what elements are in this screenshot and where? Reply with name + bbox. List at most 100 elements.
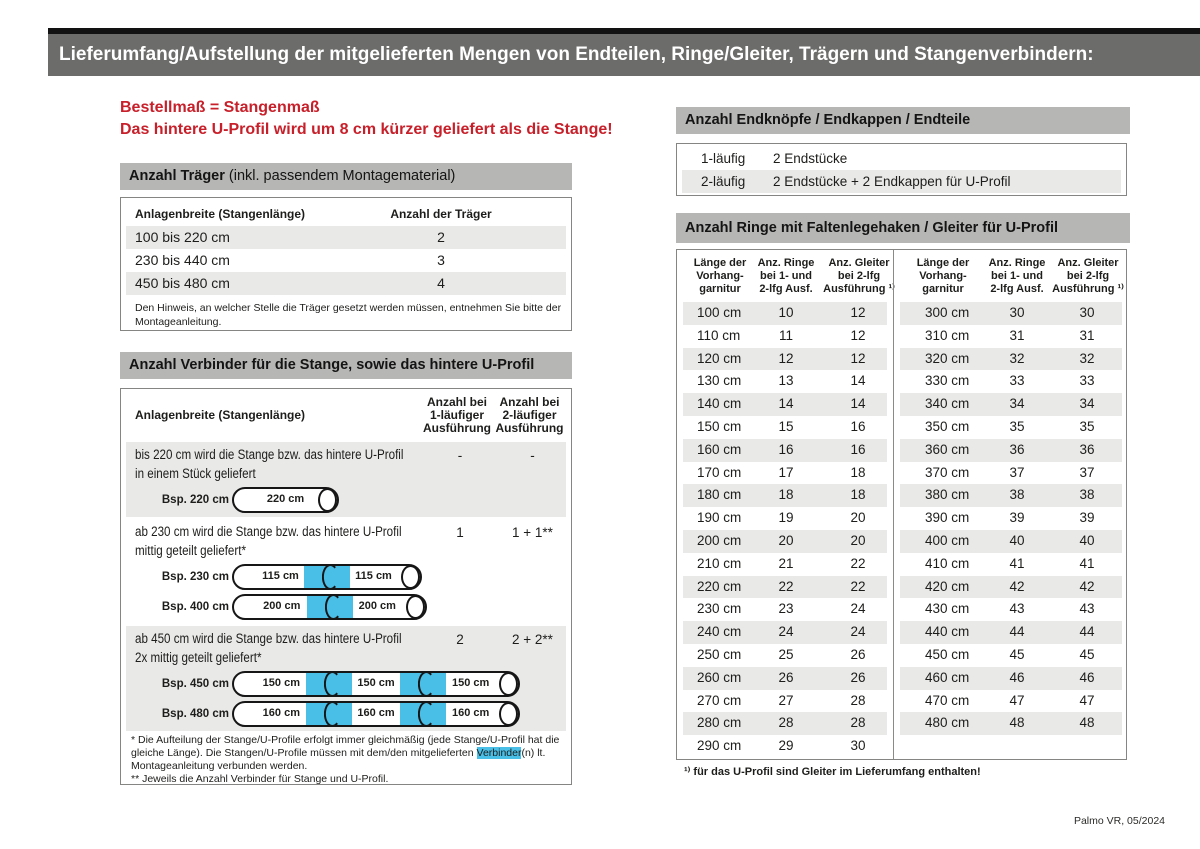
ringe-count: 32	[1009, 350, 1025, 366]
rod-segment-length: 200 cm	[358, 600, 396, 612]
ringe-count: 30	[1009, 305, 1025, 320]
gleiter-count: 26	[850, 669, 866, 685]
ringe-row: 280 cm 28 28	[683, 712, 887, 736]
ringe-col-header: Länge der Vorhang- garnitur	[916, 257, 970, 295]
garnitur-length: 220 cm	[697, 578, 742, 594]
verbinder-row-grid: ab 450 cm wird die Stange bzw. das hinte…	[126, 629, 566, 667]
ringe-count: 33	[1009, 373, 1025, 389]
gleiter-count: 20	[850, 510, 866, 526]
count-1laufig: 2	[456, 632, 464, 647]
rod-example-label: Bsp. 450 cm	[161, 678, 229, 690]
connector-arc	[323, 701, 341, 727]
traeger-table: Anlagenbreite (Stangenlänge) Anzahl der …	[120, 197, 572, 331]
ringe-row: 420 cm 42 42	[900, 575, 1122, 599]
garnitur-length: 180 cm	[697, 487, 742, 503]
verbinder-description: ab 450 cm wird die Stange bzw. das hinte…	[135, 631, 402, 665]
gleiter-count: 24	[850, 624, 866, 640]
ringe-row: 310 cm 31 31	[900, 325, 1122, 348]
garnitur-length: 190 cm	[697, 510, 742, 526]
ringe-count: 36	[1009, 441, 1025, 457]
connector-arc	[323, 671, 341, 697]
notice-line-1: Bestellmaß = Stangenmaß	[120, 99, 320, 116]
garnitur-length: 440 cm	[925, 624, 970, 640]
traeger-range: 230 bis 440 cm	[135, 252, 230, 268]
rod-connector	[400, 671, 447, 697]
ringe-row: 350 cm 35 35	[900, 416, 1122, 439]
page-title: Lieferumfang/Aufstellung der mitgeliefer…	[48, 34, 1200, 76]
ringe-row: 270 cm 27 28	[683, 690, 887, 713]
ringe-row: 120 cm 12 12	[683, 347, 887, 371]
ringe-row: 300 cm 30 30	[900, 302, 1122, 325]
gleiter-count: 18	[850, 464, 866, 480]
verbinder-col2-header: Anzahl bei 1-läufiger Ausführung	[423, 395, 491, 435]
traeger-row: 100 bis 220 cm 2	[126, 226, 566, 249]
ringe-row: 110 cm 11 12	[683, 325, 887, 348]
ringe-row: 450 cm 45 45	[900, 644, 1122, 667]
header-top-strip	[48, 28, 1200, 34]
gleiter-count: 18	[850, 487, 866, 503]
connector-arc	[321, 564, 339, 590]
ringe-row: 290 cm 29 30	[683, 735, 887, 758]
rod-example: Bsp. 450 cm 150 cm 150 cm 150 cm	[126, 671, 566, 697]
ringe-count: 34	[1009, 396, 1025, 412]
gleiter-count: 39	[1079, 510, 1095, 526]
gleiter-count: 38	[1079, 487, 1095, 503]
ringe-footnote: ¹⁾ für das U-Profil sind Gleiter im Lief…	[684, 766, 981, 778]
ringe-count: 13	[778, 373, 794, 389]
endteile-rows: 1-läufig 2 Endstücke 2-läufig 2 Endstücke +…	[677, 147, 1126, 193]
traeger-range: 450 bis 480 cm	[135, 275, 230, 291]
gleiter-count: 16	[850, 418, 866, 434]
rod-segment-length: 150 cm	[452, 677, 490, 689]
verbinder-row: ab 450 cm wird die Stange bzw. das hinte…	[126, 626, 566, 731]
rod-segment-length: 150 cm	[357, 677, 395, 689]
garnitur-length: 380 cm	[925, 487, 970, 503]
traeger-rows: 100 bis 220 cm 2 230 bis 440 cm 3 450 bis 48…	[121, 226, 571, 295]
gleiter-count: 46	[1079, 669, 1095, 685]
garnitur-length: 230 cm	[697, 601, 742, 617]
ringe-count: 10	[778, 305, 794, 320]
rod-example-label: Bsp. 230 cm	[161, 571, 229, 583]
ringe-count: 27	[778, 692, 794, 708]
ringe-count: 23	[778, 601, 794, 617]
garnitur-length: 400 cm	[925, 532, 970, 548]
traeger-range: 100 bis 220 cm	[135, 229, 230, 245]
ringe-row: 390 cm 39 39	[900, 507, 1122, 530]
count-2laufig: -	[530, 448, 535, 463]
verbinder-col3-header: Anzahl bei 2-läufiger Ausführung	[495, 395, 564, 435]
ringe-count: 11	[778, 327, 793, 343]
ringe-row: 210 cm 21 22	[683, 553, 887, 576]
footnote1-text-end: (n) lt. Montageanleitung verbunden werde…	[131, 747, 546, 772]
garnitur-length: 450 cm	[925, 646, 970, 662]
ringe-count: 25	[778, 646, 794, 662]
ringe-row: 480 cm 48 48	[900, 712, 1122, 736]
garnitur-length: 150 cm	[697, 418, 742, 434]
ringe-count: 14	[778, 396, 794, 412]
verbinder-table-header: Anlagenbreite (Stangenlänge) Anzahl bei …	[121, 389, 571, 440]
endteile-value: 2 Endstücke	[773, 151, 848, 166]
order-size-notice: Bestellmaß = Stangenmaß Das hintere U-Pr…	[120, 97, 613, 141]
garnitur-length: 310 cm	[925, 327, 970, 343]
gleiter-count: 30	[850, 738, 866, 754]
verbinder-row-grid: bis 220 cm wird die Stange bzw. das hint…	[126, 445, 566, 483]
rod-connector	[306, 594, 353, 620]
garnitur-length: 270 cm	[697, 692, 742, 708]
verbinder-table: Anlagenbreite (Stangenlänge) Anzahl bei …	[120, 388, 572, 785]
gleiter-count: 45	[1079, 646, 1095, 662]
gleiter-count: 22	[850, 555, 866, 571]
ringe-col-header: Anz. Ringe bei 1- und 2-lfg Ausf.	[988, 257, 1046, 295]
verbinder-row-grid: ab 230 cm wird die Stange bzw. das hinte…	[126, 522, 566, 560]
laufig-label: 1-läufig	[701, 151, 746, 166]
endteile-value: 2 Endstücke + 2 Endkappen für U-Profil	[773, 174, 1011, 189]
garnitur-length: 120 cm	[697, 350, 742, 366]
garnitur-length: 110 cm	[697, 327, 741, 343]
rod-endcap-icon	[401, 565, 420, 589]
rod-segment-length: 150 cm	[262, 677, 300, 689]
garnitur-length: 290 cm	[697, 738, 742, 754]
ringe-count: 19	[778, 510, 794, 526]
ringe-col-header: Anz. Gleiter bei 2-lfg Ausführung ¹⁾	[823, 257, 895, 295]
ringe-row: 230 cm 23 24	[683, 598, 887, 621]
gleiter-count: 37	[1079, 464, 1095, 480]
ringe-count: 26	[778, 669, 794, 685]
traeger-section-title: Anzahl Träger	[129, 168, 225, 184]
garnitur-length: 240 cm	[697, 624, 742, 640]
